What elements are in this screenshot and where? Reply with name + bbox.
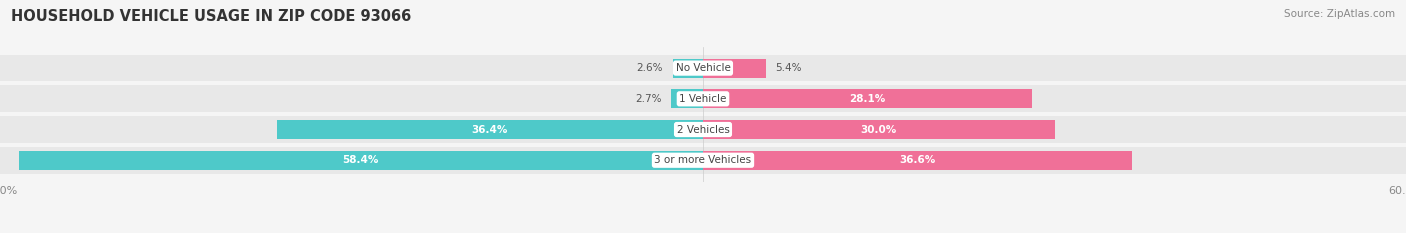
- Text: 30.0%: 30.0%: [860, 124, 897, 134]
- Text: 36.4%: 36.4%: [471, 124, 508, 134]
- Text: Source: ZipAtlas.com: Source: ZipAtlas.com: [1284, 9, 1395, 19]
- Text: No Vehicle: No Vehicle: [675, 63, 731, 73]
- Bar: [672, 89, 703, 108]
- Text: 58.4%: 58.4%: [343, 155, 380, 165]
- Text: 36.6%: 36.6%: [900, 155, 935, 165]
- Bar: [0, 86, 1406, 112]
- Bar: [703, 89, 1032, 108]
- Bar: [672, 58, 703, 78]
- Text: 2.7%: 2.7%: [636, 94, 662, 104]
- Text: 28.1%: 28.1%: [849, 94, 886, 104]
- Bar: [0, 116, 1406, 143]
- Text: HOUSEHOLD VEHICLE USAGE IN ZIP CODE 93066: HOUSEHOLD VEHICLE USAGE IN ZIP CODE 9306…: [11, 9, 412, 24]
- Bar: [703, 151, 1132, 170]
- Text: 2 Vehicles: 2 Vehicles: [676, 124, 730, 134]
- Text: 1 Vehicle: 1 Vehicle: [679, 94, 727, 104]
- Text: 3 or more Vehicles: 3 or more Vehicles: [654, 155, 752, 165]
- Bar: [703, 120, 1054, 139]
- Bar: [0, 147, 1406, 174]
- Bar: [18, 151, 703, 170]
- Bar: [0, 55, 1406, 82]
- Bar: [277, 120, 703, 139]
- Text: 2.6%: 2.6%: [637, 63, 664, 73]
- Bar: [703, 58, 766, 78]
- Text: 5.4%: 5.4%: [776, 63, 803, 73]
